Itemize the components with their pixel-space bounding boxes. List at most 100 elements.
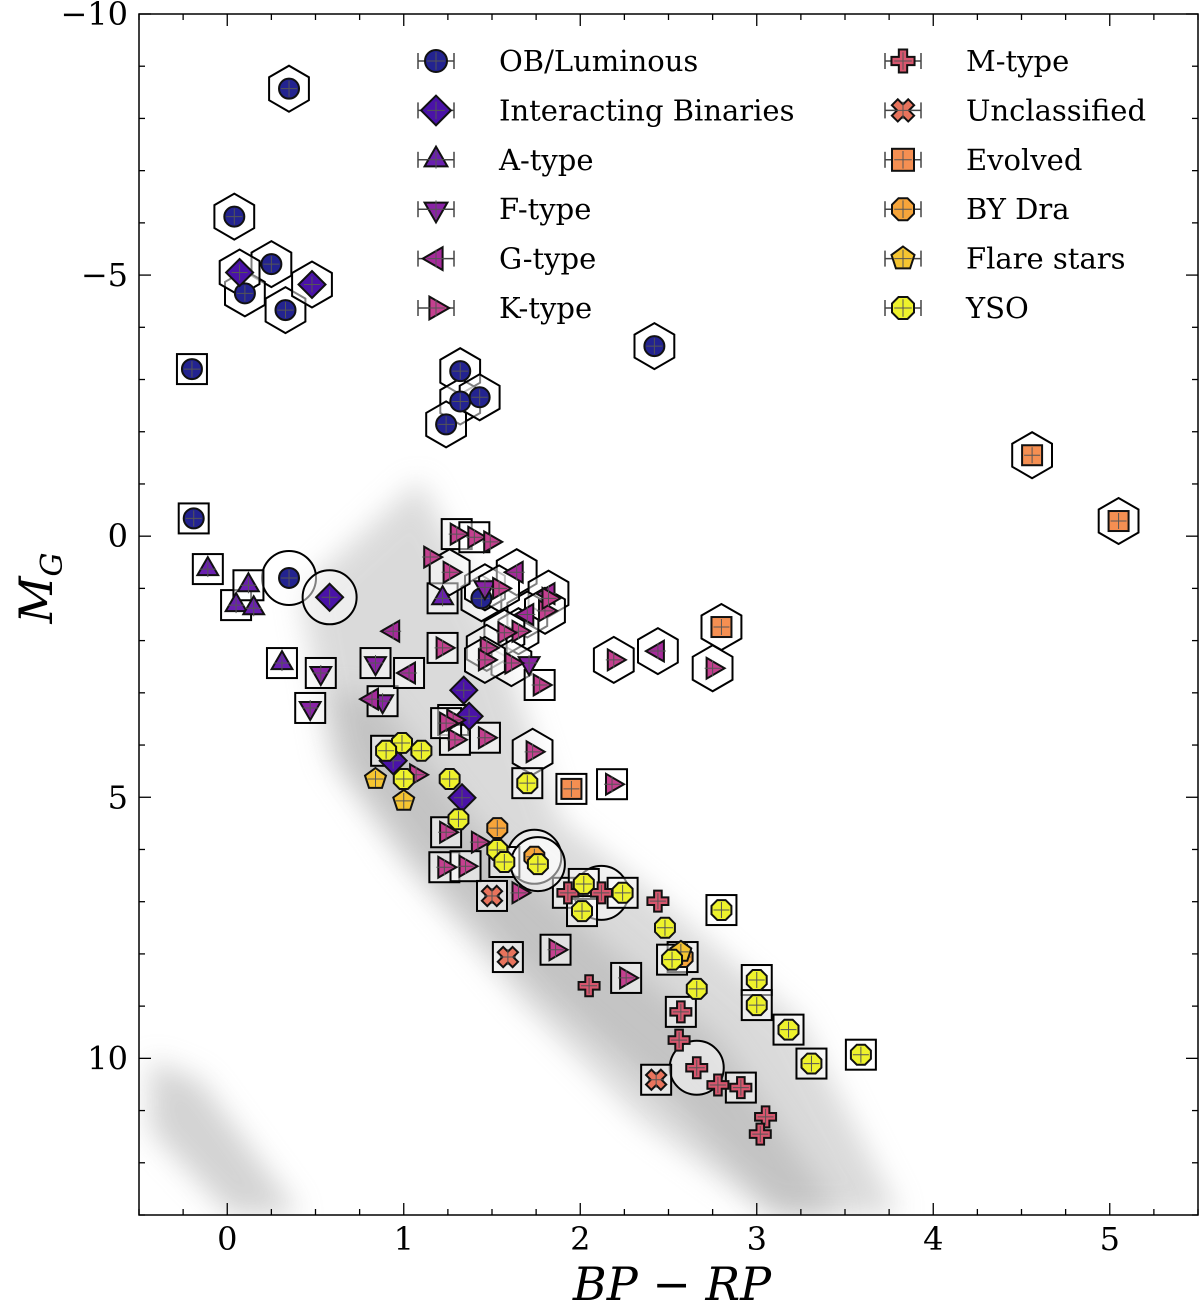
data-point — [422, 544, 445, 570]
legend-label: A-type — [498, 143, 594, 177]
data-point — [1107, 510, 1130, 533]
data-point — [800, 1052, 823, 1075]
data-point — [745, 994, 768, 1017]
y-tick-label: 0 — [108, 517, 128, 555]
legend-entry: M-type — [884, 44, 1069, 78]
data-point — [476, 647, 499, 673]
data-point — [513, 602, 536, 627]
legend-label: Evolved — [966, 143, 1082, 177]
data-point — [363, 766, 388, 789]
legend-entry: Flare stars — [884, 242, 1126, 276]
data-point — [669, 1000, 693, 1024]
legend-entry: Evolved — [884, 143, 1082, 177]
data-point — [195, 555, 220, 578]
data-point — [446, 727, 469, 752]
legend-entry: K-type — [417, 291, 592, 325]
data-point — [236, 571, 261, 594]
data-point — [468, 386, 491, 409]
data-point — [685, 1056, 709, 1080]
legend-entry: G-type — [417, 242, 596, 276]
main-sequence-density — [300, 480, 900, 1215]
data-point — [777, 1018, 800, 1041]
series-interacting-binaries — [224, 257, 485, 813]
data-point — [643, 638, 666, 664]
x-tick-label: 2 — [570, 1220, 590, 1258]
data-point — [556, 881, 580, 905]
x-tick-label: 5 — [1100, 1220, 1120, 1258]
series-k-type — [408, 521, 727, 991]
legend-entry: OB/Luminous — [417, 44, 698, 78]
data-point — [448, 521, 471, 547]
data-point — [469, 830, 492, 855]
data-point — [526, 853, 549, 876]
data-point — [571, 900, 593, 923]
legend-label: Flare stars — [966, 242, 1126, 276]
data-point — [358, 686, 380, 712]
data-point — [447, 782, 477, 813]
data-point — [496, 945, 520, 969]
data-point — [449, 390, 472, 413]
series-a-type — [195, 555, 455, 672]
legend-entry: BY Dra — [884, 192, 1070, 226]
legend-label: G-type — [499, 242, 596, 276]
legend-label: YSO — [965, 291, 1029, 325]
series-evolved — [560, 444, 1130, 800]
data-point — [269, 649, 295, 672]
series-ob-luminous — [180, 77, 666, 610]
series-unclassified — [480, 884, 668, 1092]
data-point — [392, 768, 415, 790]
data-point — [274, 299, 297, 322]
data-point — [611, 881, 634, 904]
y-tick-label: 10 — [87, 1039, 128, 1077]
data-point — [667, 1028, 691, 1052]
data-point — [278, 77, 301, 100]
legend-label: BY Dra — [966, 192, 1070, 226]
legend-entry: YSO — [884, 291, 1029, 325]
y-tick-label: −10 — [60, 0, 128, 33]
data-point — [502, 560, 525, 585]
x-tick-label: 3 — [747, 1220, 767, 1258]
data-point — [654, 916, 676, 939]
data-point — [457, 854, 480, 879]
data-point — [572, 873, 595, 895]
data-point — [643, 335, 666, 358]
data-point — [180, 358, 203, 381]
data-point — [685, 977, 708, 1000]
data-point — [491, 576, 514, 601]
data-point — [224, 257, 255, 288]
data-point — [375, 739, 398, 762]
data-point — [646, 889, 670, 913]
legend: OB/Luminous Interacting Binaries A-type F-t… — [417, 44, 1146, 325]
data-point — [430, 584, 455, 607]
data-point — [748, 1122, 772, 1146]
data-point — [472, 579, 498, 602]
legend-label: Interacting Binaries — [499, 93, 794, 127]
data-point — [516, 772, 539, 795]
data-point — [297, 269, 327, 300]
data-point — [604, 772, 626, 797]
legend-entry: A-type — [417, 143, 594, 177]
series-f-type — [298, 579, 542, 722]
data-point — [510, 880, 533, 905]
legend-entry: Interacting Binaries — [417, 93, 794, 127]
data-point — [241, 594, 266, 617]
data-point — [449, 360, 472, 383]
data-point — [447, 808, 470, 831]
data-point — [540, 586, 563, 611]
legend-label: K-type — [499, 291, 592, 325]
data-point — [618, 965, 641, 991]
data-point — [298, 699, 323, 722]
data-point — [434, 635, 457, 661]
data-point — [233, 282, 256, 305]
data-point — [308, 664, 333, 687]
x-tick-label: 1 — [394, 1220, 414, 1258]
data-point — [314, 582, 345, 613]
white-dwarf-density — [150, 1060, 300, 1215]
legend-label: OB/Luminous — [499, 44, 698, 78]
data-point — [849, 1043, 872, 1066]
y-axis-label-subscript: G — [35, 552, 70, 576]
data-point — [516, 655, 542, 678]
data-point — [661, 948, 683, 971]
data-point — [482, 529, 505, 555]
